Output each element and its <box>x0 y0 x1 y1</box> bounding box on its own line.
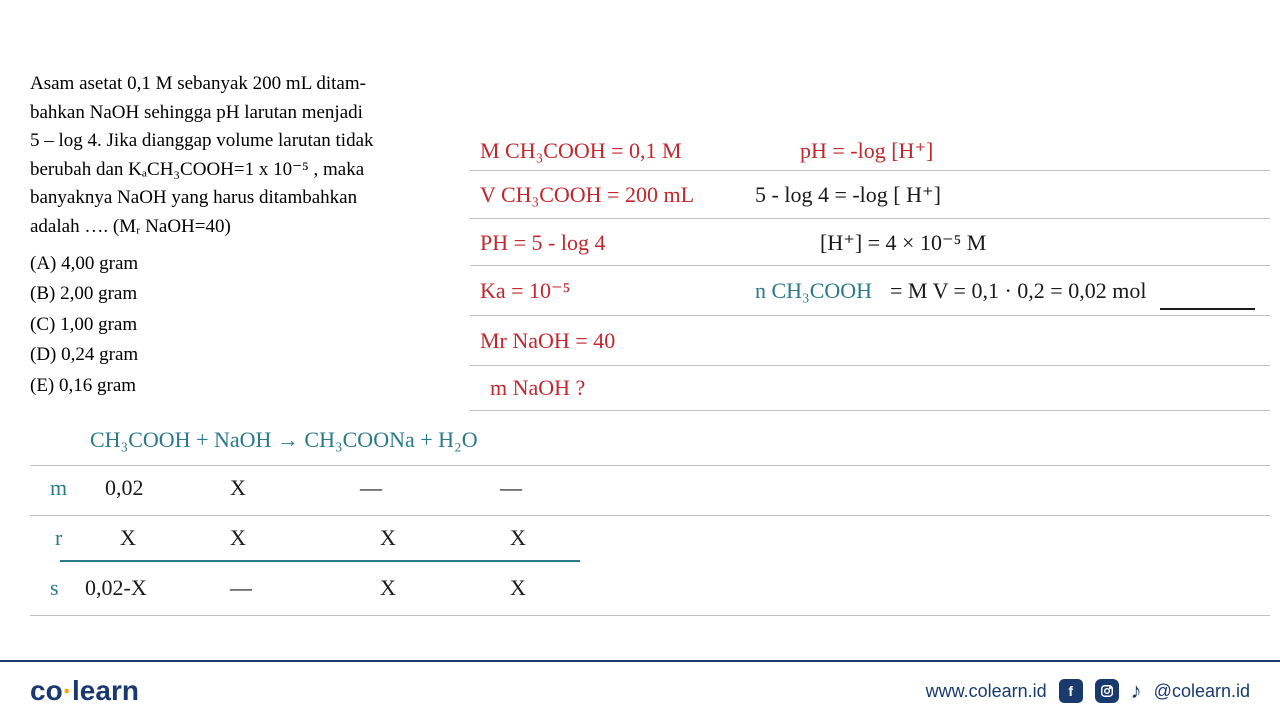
note-mr-naoh: Mr NaOH = 40 <box>480 328 615 354</box>
rule-line-2 <box>470 218 1270 219</box>
note-m-ch3cooh: M CH₃COOH = 0,1 M <box>480 138 682 164</box>
logo-dot: · <box>63 675 72 706</box>
note-ka: Ka = 10⁻⁵ <box>480 278 570 304</box>
rule-line-4 <box>470 315 1270 316</box>
footer-right: www.colearn.id f ♪ @colearn.id <box>926 678 1250 704</box>
footer: co·learn www.colearn.id f ♪ @colearn.id <box>0 660 1280 720</box>
instagram-icon <box>1095 679 1119 703</box>
underline-result <box>1160 308 1255 310</box>
note-v-ch3cooh: V CH₃COOH = 200 mL <box>480 182 694 208</box>
q-line5: banyaknya NaOH yang harus ditambahkan <box>30 187 357 208</box>
note-n-ch3cooh: n CH₃COOH <box>755 278 872 304</box>
ice-r-3: X <box>510 525 526 551</box>
question-text: Asam asetat 0,1 M sebanyak 200 mL ditam-… <box>30 70 470 241</box>
option-b: (B) 2,00 gram <box>30 279 470 309</box>
ice-s-2: X <box>380 575 396 601</box>
logo-co: co <box>30 675 63 706</box>
ice-m-label: m <box>50 475 67 501</box>
option-c: (C) 1,00 gram <box>30 310 470 340</box>
rule-line-5 <box>470 365 1270 366</box>
rule-line-3 <box>470 265 1270 266</box>
ice-divider <box>60 560 580 562</box>
note-n-mv: = M V = 0,1 · 0,2 = 0,02 mol <box>890 278 1146 304</box>
rule-line-7 <box>30 465 1270 466</box>
ice-r-1: X <box>230 525 246 551</box>
ice-r-0: X <box>120 525 136 551</box>
ice-s-1: — <box>230 575 252 601</box>
option-a: (A) 4,00 gram <box>30 249 470 279</box>
ice-r-label: r <box>55 525 62 551</box>
ice-r-2: X <box>380 525 396 551</box>
q-line3: 5 – log 4. Jika dianggap volume larutan … <box>30 130 374 151</box>
rule-line-9 <box>30 615 1270 616</box>
rule-line-8 <box>30 515 1270 516</box>
options-list: (A) 4,00 gram (B) 2,00 gram (C) 1,00 gra… <box>30 249 470 401</box>
ice-s-label: s <box>50 575 59 601</box>
q-line4: berubah dan KₐCH₃COOH=1 x 10⁻⁵ , maka <box>30 159 364 180</box>
facebook-icon: f <box>1059 679 1083 703</box>
ice-m-0: 0,02 <box>105 475 144 501</box>
ice-m-3: — <box>500 475 522 501</box>
option-e: (E) 0,16 gram <box>30 371 470 401</box>
ice-m-1: X <box>230 475 246 501</box>
note-ph: PH = 5 - log 4 <box>480 230 605 256</box>
note-reaction: CH₃COOH + NaOH → CH₃COONa + H₂O <box>90 427 478 453</box>
q-line1: Asam asetat 0,1 M sebanyak 200 mL ditam- <box>30 73 366 94</box>
logo: co·learn <box>30 675 139 707</box>
rule-line-6 <box>470 410 1270 411</box>
footer-handle: @colearn.id <box>1154 681 1250 702</box>
note-ph-formula: pH = -log [H⁺] <box>800 138 933 164</box>
q-line2: bahkan NaOH sehingga pH larutan menjadi <box>30 102 363 123</box>
note-m-naoh: m NaOH ? <box>490 375 585 401</box>
ice-s-3: X <box>510 575 526 601</box>
option-d: (D) 0,24 gram <box>30 340 470 370</box>
q-line6: adalah …. (Mᵣ NaOH=40) <box>30 216 231 237</box>
logo-learn: learn <box>72 675 139 706</box>
question-block: Asam asetat 0,1 M sebanyak 200 mL ditam-… <box>30 70 470 401</box>
footer-url: www.colearn.id <box>926 681 1047 702</box>
note-h-conc: [H⁺] = 4 × 10⁻⁵ M <box>820 230 986 256</box>
note-ph-calc: 5 - log 4 = -log [ H⁺] <box>755 182 941 208</box>
ice-m-2: — <box>360 475 382 501</box>
tiktok-icon: ♪ <box>1131 678 1142 704</box>
ice-s-0: 0,02-X <box>85 575 147 601</box>
rule-line-1 <box>470 170 1270 171</box>
